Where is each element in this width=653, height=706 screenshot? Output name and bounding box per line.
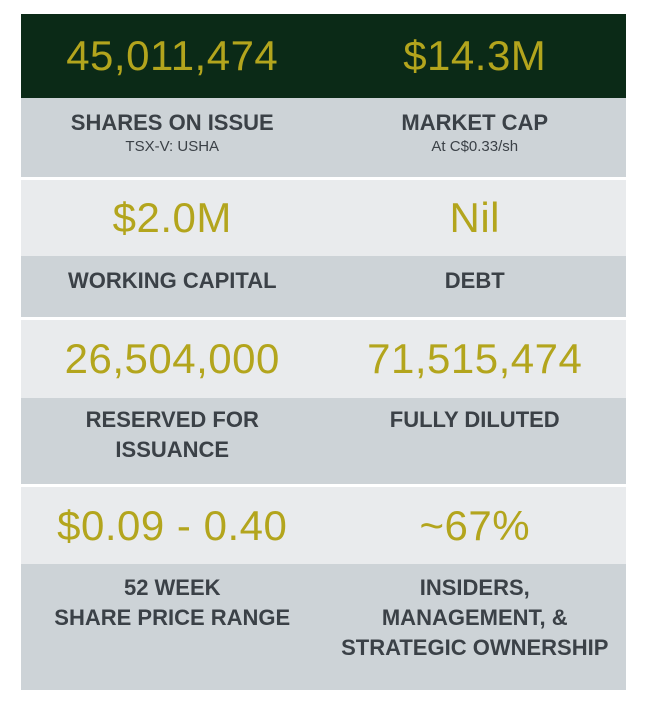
- market-cap-cell: MARKET CAP At C$0.33/sh: [324, 98, 627, 156]
- ownership-label-line: INSIDERS,: [419, 575, 530, 600]
- reserved-for-issuance-label-line: ISSUANCE: [115, 437, 230, 462]
- shares-on-issue-ticker: TSX-V: USHA: [125, 138, 220, 155]
- share-price-range-value: $0.09 - 0.40: [57, 501, 288, 549]
- fully-diluted-label: FULLY DILUTED: [389, 407, 560, 432]
- value-row-3: 26,504,000 71,515,474: [21, 320, 626, 398]
- share-price-range-label-line: 52 WEEK: [123, 575, 221, 600]
- row-separator: [21, 484, 626, 487]
- share-price-range-cell: 52 WEEK SHARE PRICE RANGE: [21, 564, 324, 633]
- shares-on-issue-label: SHARES ON ISSUE: [70, 110, 274, 135]
- ownership-cell: INSIDERS, MANAGEMENT, & STRATEGIC OWNERS…: [324, 564, 627, 663]
- ownership-value: ~67%: [419, 501, 531, 549]
- reserved-for-issuance-cell: RESERVED FOR ISSUANCE: [21, 398, 324, 465]
- market-cap-label: MARKET CAP: [401, 110, 549, 135]
- label-row-4: 52 WEEK SHARE PRICE RANGE INSIDERS, MANA…: [21, 564, 626, 690]
- value-row-1: 45,011,474 $14.3M: [21, 14, 626, 98]
- ownership-label-line: MANAGEMENT, &: [381, 605, 568, 630]
- label-row-2: WORKING CAPITAL DEBT: [21, 256, 626, 317]
- market-cap-note: At C$0.33/sh: [431, 138, 519, 155]
- share-price-range-label-line: SHARE PRICE RANGE: [54, 605, 291, 630]
- value-row-2: $2.0M Nil: [21, 180, 626, 256]
- row-separator: [21, 317, 626, 320]
- capital-structure-table: 45,011,474 $14.3M SHARES ON ISSUE TSX-V:…: [21, 14, 626, 690]
- working-capital-label: WORKING CAPITAL: [67, 268, 277, 293]
- ownership-label-line: STRATEGIC OWNERSHIP: [341, 635, 609, 660]
- fully-diluted-value: 71,515,474: [367, 335, 583, 382]
- debt-value: Nil: [449, 194, 500, 241]
- label-row-3: RESERVED FOR ISSUANCE FULLY DILUTED: [21, 398, 626, 484]
- reserved-for-issuance-label-line: RESERVED FOR: [85, 407, 259, 432]
- value-row-4: $0.09 - 0.40 ~67%: [21, 487, 626, 564]
- label-row-1: SHARES ON ISSUE TSX-V: USHA MARKET CAP A…: [21, 98, 626, 177]
- market-cap-value: $14.3M: [403, 32, 547, 79]
- shares-on-issue-cell: SHARES ON ISSUE TSX-V: USHA: [21, 98, 324, 156]
- debt-label: DEBT: [444, 268, 505, 293]
- working-capital-value: $2.0M: [112, 194, 232, 241]
- row-separator: [21, 177, 626, 180]
- shares-on-issue-value: 45,011,474: [66, 32, 279, 79]
- reserved-for-issuance-value: 26,504,000: [64, 335, 280, 382]
